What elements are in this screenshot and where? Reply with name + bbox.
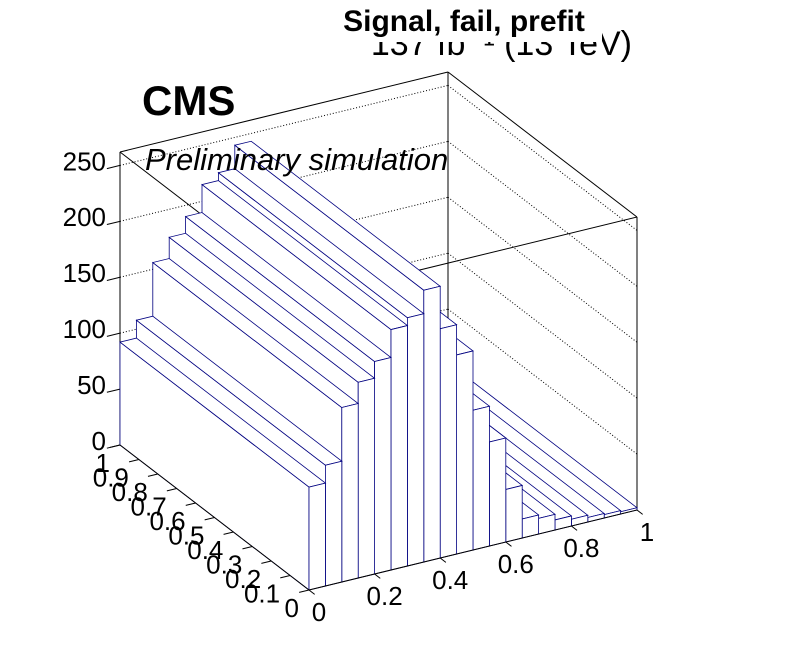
y-tick <box>110 444 121 448</box>
grid-line <box>447 140 638 287</box>
y-tick <box>299 589 310 593</box>
bar <box>357 377 376 579</box>
bar <box>472 405 490 551</box>
y-tick-label: 0.2 <box>225 564 261 594</box>
y-tick <box>280 575 291 579</box>
x-tick-label: 0.2 <box>367 581 403 611</box>
z-tick-label: 250 <box>63 146 106 176</box>
z-tick <box>106 164 121 170</box>
x-tick-label: 1 <box>640 517 654 547</box>
bar <box>390 325 408 571</box>
z-tick <box>106 332 121 337</box>
grid-line <box>447 85 638 231</box>
y-tick-label: 1 <box>96 448 110 478</box>
chart-title: Signal, fail, prefit <box>343 5 585 38</box>
bar <box>406 313 425 567</box>
z-tick-label: 150 <box>63 258 106 288</box>
z-tick-label: 100 <box>63 314 106 344</box>
bar <box>456 350 474 555</box>
x-tick <box>505 541 512 547</box>
y-tick-label: 0.4 <box>187 535 223 565</box>
bar <box>308 482 326 591</box>
y-tick-label: 0 <box>285 593 299 623</box>
x-tick-label: 0.6 <box>498 549 534 579</box>
y-tick-label: 0.8 <box>112 477 148 507</box>
y-tick <box>204 517 215 521</box>
y-tick-label: 0.7 <box>131 491 167 521</box>
bar <box>439 324 458 559</box>
y-tick <box>223 531 234 535</box>
z-tick <box>106 220 121 226</box>
z-tick-label: 0 <box>92 426 106 456</box>
y-tick <box>185 502 196 506</box>
y-tick-label: 0.5 <box>168 520 204 550</box>
experiment-label: CMS <box>142 77 235 124</box>
frame-line <box>447 71 638 218</box>
plot-area: 05010015020025000.20.40.60.8100.10.20.30… <box>63 71 654 627</box>
subtitle: Preliminary simulation <box>145 142 448 177</box>
y-tick <box>147 473 158 477</box>
y-tick <box>261 560 272 564</box>
x-tick <box>439 557 447 563</box>
grid-line <box>447 308 638 455</box>
y-tick-label: 0.9 <box>93 462 129 492</box>
x-tick <box>636 509 643 515</box>
y-tick-label: 0.1 <box>244 578 280 608</box>
bar <box>374 357 392 575</box>
x-tick <box>374 573 381 579</box>
y-tick <box>128 459 140 463</box>
bar <box>423 285 441 563</box>
y-tick-label: 0.3 <box>206 549 242 579</box>
x-tick-label: 0.8 <box>563 533 599 563</box>
title-box <box>330 4 602 42</box>
bar <box>505 484 523 543</box>
x-tick-label: 0 <box>312 597 326 627</box>
y-tick-label: 0.6 <box>149 506 185 536</box>
bar <box>488 437 507 547</box>
grid-line <box>119 84 449 166</box>
y-tick <box>166 488 177 492</box>
grid-line <box>447 196 638 343</box>
x-axis <box>308 509 638 591</box>
bar <box>324 460 343 587</box>
frame-line <box>119 71 449 153</box>
x-tick <box>571 525 578 531</box>
grid-line <box>447 252 638 399</box>
bar <box>341 403 359 583</box>
z-tick-label: 50 <box>77 370 106 400</box>
x-tick-label: 0.4 <box>432 565 468 595</box>
y-tick <box>242 546 253 550</box>
z-tick-label: 200 <box>63 202 106 232</box>
z-tick <box>106 388 121 393</box>
z-tick <box>106 276 121 281</box>
x-tick <box>308 589 315 595</box>
